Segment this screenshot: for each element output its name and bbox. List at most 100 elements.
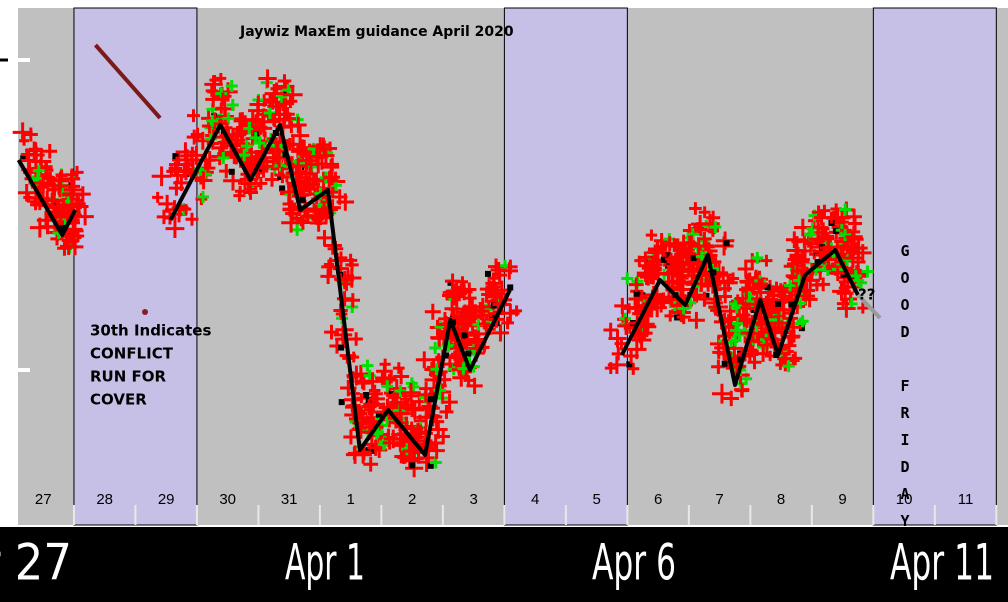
glyph — [429, 342, 442, 355]
glyph — [839, 229, 852, 242]
glyph — [254, 176, 268, 190]
glyph — [415, 351, 433, 369]
glyph — [32, 164, 45, 177]
glyph — [507, 284, 514, 291]
glyph — [394, 385, 407, 398]
x-tick-label: 31 — [281, 491, 298, 508]
glyph — [784, 279, 797, 292]
glyph — [653, 233, 670, 249]
glyph — [782, 360, 795, 373]
glyph — [660, 256, 667, 263]
glyph — [466, 377, 483, 395]
glyph — [363, 456, 379, 472]
glyph — [751, 278, 767, 294]
glyph — [627, 339, 647, 360]
glyph — [814, 250, 821, 257]
glyph — [621, 272, 634, 285]
glyph — [225, 80, 238, 93]
glyph — [662, 236, 678, 252]
glyph — [253, 136, 266, 149]
series-line — [620, 248, 860, 387]
glyph — [338, 344, 345, 351]
date-label: r 27 — [0, 534, 72, 592]
glyph — [484, 270, 491, 277]
glyph — [491, 324, 510, 342]
glyph — [403, 399, 421, 418]
glyph — [194, 171, 213, 190]
glyph — [238, 148, 251, 161]
glyph — [349, 332, 363, 346]
glyph — [703, 292, 710, 299]
glyph — [628, 277, 644, 293]
glyph — [793, 251, 810, 268]
glyph — [735, 383, 750, 398]
glyph — [185, 212, 199, 226]
glyph — [461, 332, 468, 339]
x-tick-label: 6 — [654, 491, 662, 508]
glyph — [627, 362, 640, 375]
glyph — [788, 301, 795, 308]
glyph — [44, 192, 60, 208]
chart-title: Jaywiz MaxEm guidance April 2020 — [239, 24, 514, 40]
glyph — [375, 411, 382, 418]
x-tick-label: 11 — [958, 491, 974, 508]
glyph — [447, 279, 454, 286]
glyph — [295, 215, 311, 230]
vertical-annotation: GOOD FRIDAY — [896, 242, 914, 539]
glyph — [427, 462, 434, 469]
glyph — [712, 383, 732, 404]
glyph — [43, 171, 58, 186]
x-tick-label: 28 — [96, 491, 113, 508]
glyph — [59, 224, 66, 231]
glyph — [76, 207, 94, 226]
glyph — [427, 396, 434, 403]
glyph — [172, 153, 179, 160]
glyph — [226, 99, 239, 111]
glyph — [812, 222, 824, 233]
glyph — [240, 140, 253, 153]
glyph — [320, 268, 336, 285]
glyph — [381, 380, 394, 393]
glyph — [343, 429, 359, 445]
glyph — [196, 190, 209, 203]
glyph — [279, 185, 286, 192]
glyph — [442, 290, 453, 301]
glyph — [345, 293, 361, 308]
glyph — [754, 345, 772, 362]
glyph — [751, 251, 764, 264]
glyph — [50, 176, 69, 195]
glyph — [264, 84, 284, 104]
glyph — [850, 241, 864, 255]
glyph — [639, 251, 652, 264]
glyph — [336, 193, 355, 211]
glyph — [20, 155, 27, 162]
series-line — [168, 123, 512, 457]
glyph — [690, 255, 697, 262]
glyph — [837, 299, 856, 318]
glyph — [774, 300, 781, 307]
dot — [142, 309, 148, 315]
glyph — [634, 255, 645, 266]
glyph — [238, 176, 252, 191]
x-tick-label: 2 — [408, 491, 416, 508]
shaded-band — [503, 7, 628, 526]
glyph — [694, 222, 708, 237]
x-tick-label: 30 — [219, 491, 236, 508]
glyph — [738, 314, 751, 327]
glyph — [391, 429, 410, 449]
glyph — [491, 287, 503, 299]
date-label: Apr 11 — [890, 534, 994, 592]
glyph — [63, 170, 81, 188]
glyph — [806, 222, 819, 235]
x-tick-label: 10 — [896, 491, 913, 508]
glyph — [322, 170, 338, 186]
glyph — [325, 157, 340, 172]
glyph — [511, 305, 523, 317]
glyph — [151, 166, 172, 187]
glyph — [339, 277, 354, 291]
x-tick-label: 5 — [592, 491, 600, 508]
series-line — [856, 293, 882, 320]
annotation: 30th Indicates — [90, 322, 211, 340]
glyph — [764, 284, 771, 291]
glyph — [790, 264, 804, 278]
